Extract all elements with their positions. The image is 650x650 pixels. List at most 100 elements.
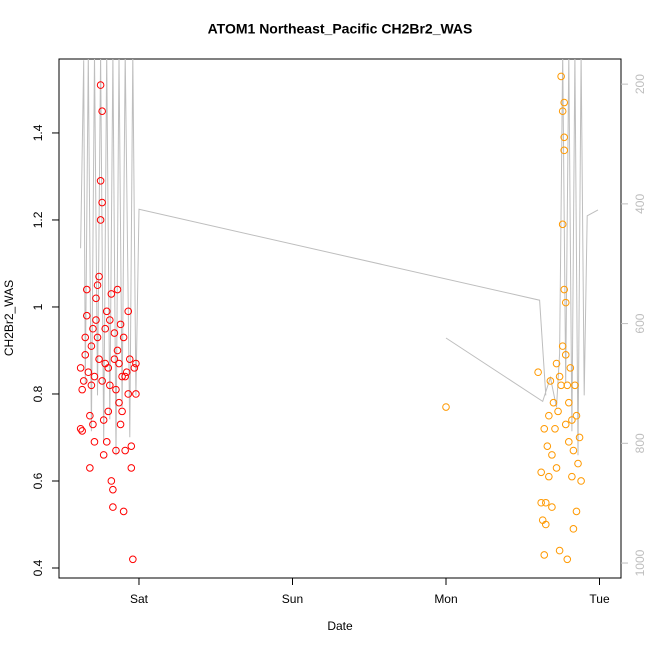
plot-area xyxy=(76,59,599,564)
data-point xyxy=(82,285,91,294)
data-point xyxy=(546,377,555,385)
data-point xyxy=(121,446,129,455)
data-point xyxy=(113,346,122,355)
data-point xyxy=(569,525,578,533)
data-point xyxy=(568,416,576,424)
data-point xyxy=(568,472,576,481)
data-point xyxy=(558,220,567,229)
data-point xyxy=(127,464,136,472)
data-point xyxy=(561,351,570,359)
data-point xyxy=(96,81,105,89)
data-point xyxy=(129,555,137,564)
data-point xyxy=(537,468,545,477)
y-tick-label: 0.6 xyxy=(31,472,45,489)
x-tick-label: Sun xyxy=(282,592,303,606)
data-point xyxy=(571,381,579,390)
data-point xyxy=(119,507,128,516)
y-axis-label: CH2Br2_WAS xyxy=(2,280,16,356)
data-point xyxy=(113,285,122,294)
data-point xyxy=(102,438,111,446)
data-point xyxy=(78,427,86,435)
data-point xyxy=(560,146,569,155)
y2-tick-label: 1000 xyxy=(633,549,647,576)
data-point xyxy=(552,464,561,472)
data-point xyxy=(107,290,116,298)
data-point xyxy=(82,311,91,320)
data-point xyxy=(116,320,125,329)
y-tick-label: 1.4 xyxy=(31,124,45,141)
data-point xyxy=(560,98,569,107)
data-point xyxy=(118,372,126,381)
data-point xyxy=(577,477,585,485)
data-point xyxy=(534,368,542,377)
data-point xyxy=(124,307,133,316)
x-tick-label: Sat xyxy=(130,592,149,606)
data-point xyxy=(93,281,102,290)
data-point xyxy=(121,372,129,381)
data-point xyxy=(558,107,567,116)
y-tick-label: 1.2 xyxy=(31,211,45,228)
data-point xyxy=(566,364,575,372)
data-point xyxy=(112,446,120,455)
data-point xyxy=(541,520,550,529)
data-point xyxy=(563,381,572,390)
data-point xyxy=(124,390,133,398)
y2-tick-label: 400 xyxy=(633,194,647,214)
y-tick-label: 0.4 xyxy=(31,559,45,576)
data-point xyxy=(545,411,553,420)
data-point xyxy=(104,407,113,416)
data-point xyxy=(106,316,114,324)
data-point xyxy=(548,503,556,511)
data-point xyxy=(557,72,565,81)
data-point xyxy=(78,385,86,394)
data-point xyxy=(118,407,126,416)
data-point xyxy=(560,133,569,142)
data-point xyxy=(107,477,116,485)
x-tick-label: Tue xyxy=(589,592,610,606)
data-point xyxy=(574,459,582,468)
data-point xyxy=(98,377,106,385)
y-tick-label: 1 xyxy=(31,303,45,310)
data-point xyxy=(561,420,570,429)
data-point xyxy=(106,381,114,390)
data-point xyxy=(442,403,450,411)
data-point xyxy=(109,485,117,494)
data-point xyxy=(132,359,140,368)
data-point xyxy=(132,390,140,398)
data-point xyxy=(563,555,572,564)
data-point xyxy=(537,498,545,507)
data-point xyxy=(557,381,565,390)
data-point xyxy=(125,355,134,363)
data-point xyxy=(549,398,558,407)
data-point xyxy=(89,324,97,333)
data-point xyxy=(99,451,108,459)
data-point xyxy=(545,472,553,481)
data-point xyxy=(86,464,94,472)
data-point xyxy=(90,438,99,446)
data-point xyxy=(87,381,96,390)
data-point xyxy=(104,364,113,372)
x-tick-label: Mon xyxy=(434,592,457,606)
data-point xyxy=(565,438,573,446)
data-point xyxy=(119,333,128,342)
data-point xyxy=(548,451,556,459)
data-point xyxy=(565,398,573,407)
data-point xyxy=(95,355,103,363)
data-point xyxy=(116,420,125,429)
y2-tick-label: 600 xyxy=(633,313,647,333)
data-point xyxy=(575,433,584,442)
data-point xyxy=(81,351,90,359)
data-point xyxy=(81,333,90,342)
data-point xyxy=(543,442,552,450)
y2-tick-label: 200 xyxy=(633,74,647,94)
data-point xyxy=(555,372,564,381)
data-point xyxy=(560,285,569,294)
data-point xyxy=(87,342,96,350)
data-point xyxy=(540,551,549,559)
data-point xyxy=(572,411,581,420)
data-point xyxy=(92,316,100,324)
data-point xyxy=(555,546,564,555)
data-point xyxy=(101,324,110,333)
data-point xyxy=(115,398,123,407)
